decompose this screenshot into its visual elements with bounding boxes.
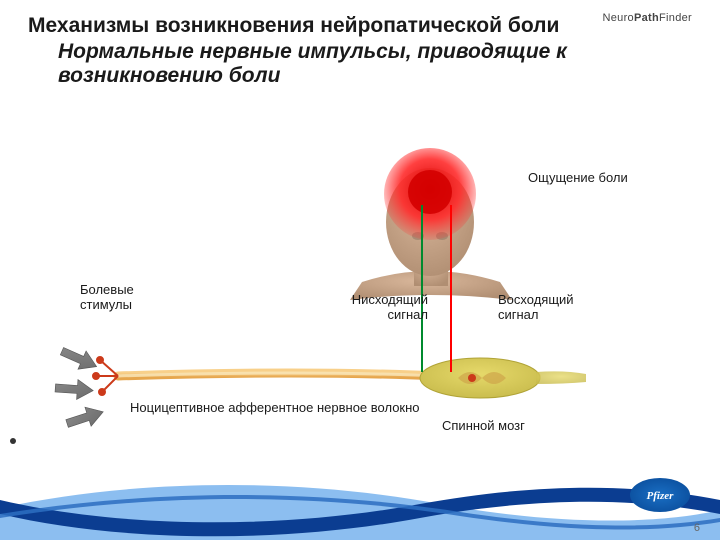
title-line-2: Нормальные нервные импульсы, приводящие … [58,40,590,88]
brain-glow [384,148,476,240]
logo-part-path: Path [634,12,659,24]
spinal-cord [420,358,586,398]
label-nociceptive: Ноцицептивное афферентное нервное волокн… [130,400,420,415]
label-pain-stimuli: Болевые стимулы [80,282,170,312]
label-pain-sensation: Ощущение боли [528,170,628,185]
page-number: 6 [694,522,700,534]
bullet-dot [10,438,16,444]
wave-footer [0,470,720,540]
neuropathfinder-logo: NeuroPathFinder [603,12,693,24]
label-spinal-cord: Спинной мозг [442,418,525,433]
label-ascending: Восходящий сигнал [498,292,608,322]
stimulus-arrows [55,342,107,433]
nerve-fiber [93,357,536,395]
label-descending: Нисходящий сигнал [328,292,428,322]
pfizer-logo: Pfizer [630,478,690,512]
title-block: Механизмы возникновения нейропатической … [28,14,590,88]
logo-part-finder: Finder [659,12,692,24]
logo-part-neuro: Neuro [603,12,634,24]
head-figure [350,148,512,300]
title-line-1: Механизмы возникновения нейропатической … [28,14,590,38]
